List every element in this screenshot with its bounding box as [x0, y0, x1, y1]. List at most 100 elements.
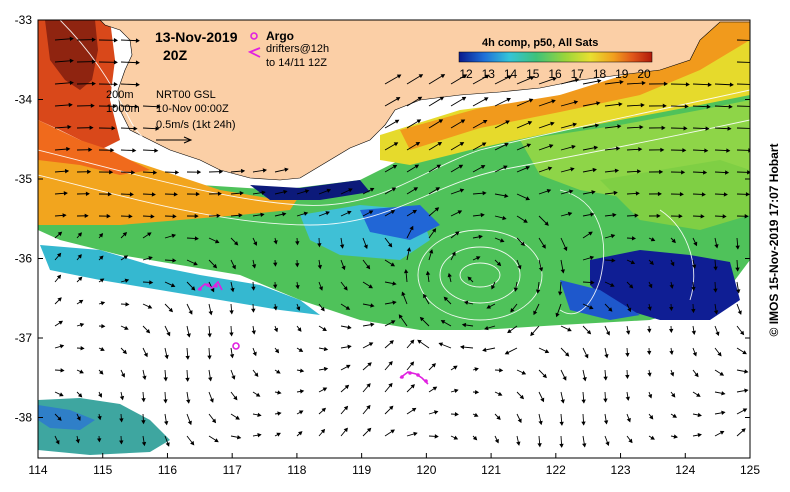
current-arrow-head: [628, 284, 634, 289]
current-arrow-head: [276, 432, 281, 437]
current-arrow-head: [437, 141, 443, 146]
current-arrow-head: [236, 435, 242, 440]
current-arrow-head: [659, 169, 664, 175]
current-arrow-head: [603, 376, 608, 381]
current-arrow-head: [474, 389, 480, 395]
altimetry-product: NRT00 GSL: [156, 89, 216, 101]
current-arrow-head: [425, 270, 431, 276]
current-arrow-head: [706, 104, 711, 109]
current-arrow-head: [124, 278, 130, 283]
current-arrow-head: [90, 103, 95, 108]
current-arrow-head: [461, 322, 467, 328]
current-arrow-head: [344, 384, 350, 390]
current-arrow-head: [625, 330, 631, 335]
x-tick-label: 115: [93, 463, 112, 477]
current-arrow-head: [323, 366, 329, 372]
current-arrow-head: [660, 147, 665, 153]
current-arrow-head: [273, 240, 278, 245]
current-arrow-head: [542, 373, 547, 379]
current-arrow-head: [217, 191, 222, 196]
current-arrow: [736, 39, 750, 41]
current-arrow-head: [164, 354, 169, 360]
current-arrow-head: [717, 351, 722, 357]
current-arrow-head: [510, 308, 515, 313]
current-arrow-head: [393, 142, 399, 147]
current-arrow-head: [663, 81, 668, 87]
current-arrow-head: [459, 188, 465, 193]
current-arrow-head: [147, 304, 153, 309]
current-arrow-head: [697, 432, 702, 438]
current-arrow-head: [135, 82, 140, 87]
current-arrow-head: [299, 389, 305, 394]
current-arrow-head: [367, 362, 372, 367]
current-arrow-head: [398, 314, 403, 319]
current-arrow-head: [172, 214, 177, 219]
current-arrow-head: [504, 193, 509, 198]
current-arrow-head: [752, 39, 755, 42]
current-arrow-head: [694, 372, 699, 378]
current-arrow-head: [141, 420, 146, 425]
current-arrow-head: [390, 320, 396, 325]
current-arrow-head: [163, 377, 168, 382]
surface-current-arrows: [54, 36, 755, 448]
current-arrow-head: [163, 399, 168, 404]
current-arrow-head: [76, 416, 81, 421]
current-arrow-head: [164, 421, 169, 426]
current-arrow-head: [436, 164, 442, 169]
current-arrow-head: [392, 164, 398, 169]
current-arrow-head: [322, 387, 328, 392]
current-arrow-head: [79, 322, 85, 328]
current-arrow-head: [486, 304, 492, 309]
current-arrow-head: [573, 100, 579, 105]
contour-label-200m: 200m: [106, 89, 134, 101]
current-arrow-head: [723, 192, 728, 197]
current-arrow-head: [194, 213, 199, 219]
current-arrow-head: [149, 280, 154, 285]
current-arrow-head: [317, 243, 322, 248]
current-arrow-head: [551, 99, 556, 104]
current-arrow-head: [57, 416, 62, 421]
current-arrow-head: [529, 76, 535, 81]
current-arrow-head: [148, 256, 153, 261]
current-arrow-head: [273, 327, 279, 333]
current-arrow-head: [251, 286, 256, 291]
x-tick-label: 117: [223, 463, 242, 477]
current-arrow-head: [210, 287, 215, 293]
current-arrow-head: [669, 306, 674, 312]
bathymetry-contours: [38, 20, 750, 321]
current-arrow-head: [525, 196, 531, 201]
current-arrow-head: [75, 439, 80, 444]
colorbar-tick-label: 17: [571, 67, 585, 81]
current-arrow-head: [683, 126, 688, 131]
y-tick-label: -38: [15, 411, 33, 425]
colorbar-title: 4h comp, p50, All Sats: [482, 37, 598, 49]
current-arrow-head: [394, 119, 400, 124]
current-arrow-head: [410, 339, 415, 344]
current-arrow-head: [751, 105, 754, 108]
current-arrow-head: [78, 276, 83, 282]
current-arrow-head: [505, 120, 510, 125]
current-arrow-head: [528, 98, 534, 103]
current-arrow-head: [648, 394, 653, 399]
current-arrow-head: [89, 125, 94, 130]
current-arrow-head: [295, 241, 300, 246]
current-arrow-head: [80, 346, 85, 351]
current-arrow-head: [77, 393, 83, 398]
x-tick-label: 119: [352, 463, 371, 477]
current-arrow-head: [570, 167, 575, 172]
current-arrow-head: [557, 291, 563, 296]
current-arrow-head: [368, 342, 374, 347]
current-arrow-head: [438, 119, 444, 124]
current-arrow-head: [591, 190, 596, 195]
current-arrow-head: [365, 264, 371, 270]
current-arrow-head: [99, 255, 104, 260]
current-arrow-head: [647, 328, 652, 333]
current-arrow-head: [588, 231, 593, 236]
current-arrow-head: [593, 145, 599, 150]
current-arrow-head: [726, 148, 731, 153]
current-arrow-head: [166, 331, 171, 337]
drifter-track-1: [197, 280, 223, 291]
current-arrow-head: [55, 440, 60, 445]
current-arrow-head: [447, 272, 452, 278]
current-arrow-head: [555, 312, 560, 318]
